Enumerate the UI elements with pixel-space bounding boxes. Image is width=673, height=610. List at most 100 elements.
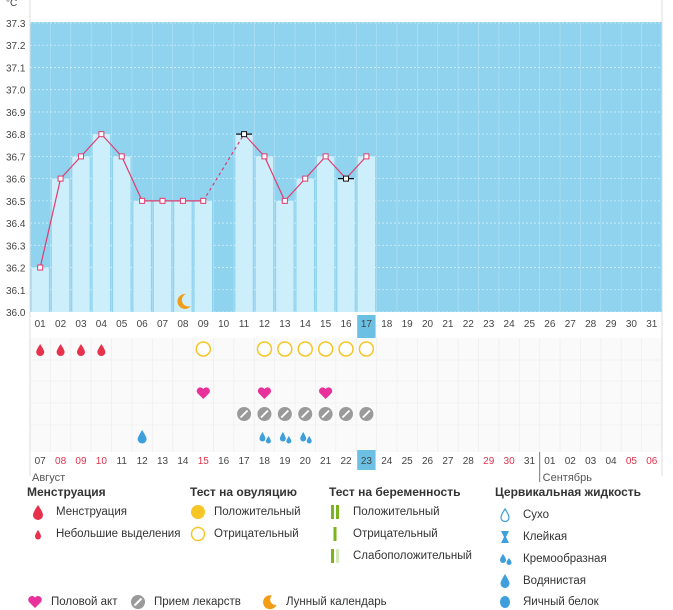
- cervical-watery-drop: [137, 430, 147, 444]
- calendar-date-label: 08: [55, 456, 67, 467]
- temperature-bar: [31, 267, 49, 312]
- legend-cervical-dry-label: Сухо: [523, 509, 550, 521]
- legend-menstruation-title: Менструация: [27, 485, 106, 499]
- chart-top-strip: [30, 0, 662, 22]
- ovulation-negative-mark: [297, 341, 313, 357]
- egg-white-icon: [499, 594, 515, 610]
- y-tick-label: 37.0: [6, 86, 26, 97]
- temperature-line-segment: [243, 133, 265, 157]
- ovulation-negative-icon: [190, 526, 206, 542]
- today-highlight: [357, 315, 376, 339]
- cycle-day-label: 01: [35, 319, 47, 330]
- cycle-day-label: 05: [116, 319, 128, 330]
- pregnancy-weak-icon: [329, 548, 345, 564]
- cervical-creamy-drop: [279, 432, 286, 442]
- calendar-date-label: 11: [117, 456, 128, 467]
- legend-lunar: Лунный календарь: [262, 594, 387, 610]
- heart-icon: [27, 594, 43, 610]
- temperature-bar: [337, 178, 355, 312]
- legend-cervical-eggwhite-label: Яичный белок: [523, 596, 599, 608]
- y-unit-label: °C: [6, 0, 17, 9]
- y-tick-label: 36.2: [6, 264, 26, 275]
- temperature-bar: [72, 156, 90, 312]
- y-tick-label: 36.5: [6, 197, 26, 208]
- ovulation-positive-icon: [190, 504, 206, 520]
- temperature-line-segment: [39, 178, 62, 268]
- temperature-point: [261, 153, 268, 160]
- temperature-point: [118, 153, 125, 160]
- pill-icon: [130, 594, 146, 610]
- y-tick-label: 37.1: [6, 63, 26, 74]
- legend-pregnancy-title: Тест на беременность: [329, 485, 461, 499]
- cycle-day-label: 28: [585, 319, 597, 330]
- y-tick-label: 36.3: [6, 241, 26, 252]
- legend-medication-label: Прием лекарств: [154, 596, 241, 608]
- pregnancy-positive-icon: [329, 504, 345, 520]
- y-tick-label: 36.8: [6, 130, 26, 141]
- temperature-bar: [276, 200, 294, 312]
- dry-drop-icon: [499, 507, 515, 523]
- calendar-date-label: 24: [381, 456, 393, 467]
- temperature-line-segment: [284, 178, 306, 202]
- temperature-point: [363, 153, 370, 160]
- y-tick-label: 36.7: [6, 152, 26, 163]
- cervical-creamy-drop-small: [286, 436, 292, 444]
- temperature-bar: [51, 178, 70, 312]
- cycle-day-label: 02: [55, 319, 67, 330]
- temperature-point: [57, 175, 64, 182]
- temperature-line-segment: [345, 155, 367, 180]
- temperature-bar: [194, 200, 212, 312]
- spotting-drop-icon: [32, 526, 48, 542]
- ovulation-negative-mark: [317, 341, 334, 357]
- legend-cervical-creamy: Кремообразная: [499, 551, 607, 567]
- cycle-day-label: 21: [442, 319, 454, 330]
- cycle-day-label: 14: [300, 319, 312, 330]
- calendar-date-label: 16: [218, 456, 230, 467]
- cycle-day-label: 27: [565, 319, 577, 330]
- legend-pregnancy-negative: Отрицательный: [329, 526, 438, 542]
- medication-pill-line: [280, 409, 289, 419]
- menstruation-drop: [56, 344, 65, 356]
- excluded-temperature-point: [241, 131, 248, 138]
- cycle-day-label: 06: [137, 319, 149, 330]
- watery-drop-icon: [499, 573, 515, 589]
- legend-cervical-watery-label: Водянистая: [523, 575, 587, 587]
- temperature-line-segment: [263, 156, 286, 202]
- creamy-drops-icon: [499, 551, 515, 567]
- cycle-day-label: 17: [361, 319, 373, 330]
- temperature-point: [179, 197, 186, 204]
- cervical-creamy-drop: [259, 432, 266, 442]
- medication-pill-line: [301, 409, 310, 419]
- temperature-bar: [92, 134, 111, 312]
- symptom-area: [30, 338, 662, 452]
- cycle-day-label: 13: [279, 319, 291, 330]
- calendar-date-label: 05: [626, 456, 638, 467]
- legend-ovulation-positive: Положительный: [190, 504, 301, 520]
- calendar-date-label: 30: [504, 456, 516, 467]
- cycle-day-label: 25: [524, 319, 536, 330]
- legend-menstruation-label: Менструация: [56, 506, 127, 518]
- medication-pill-line: [321, 409, 330, 419]
- legend-pregnancy-weak: Слабоположительный: [329, 548, 472, 564]
- temperature-bar: [316, 156, 335, 312]
- legend-pregnancy-positive-label: Положительный: [353, 506, 440, 518]
- calendar-date-label: 02: [565, 456, 577, 467]
- cycle-day-label: 10: [218, 319, 230, 330]
- ovulation-negative-mark: [338, 341, 354, 357]
- calendar-date-label: 23: [361, 456, 373, 467]
- cycle-day-label: 22: [463, 319, 475, 330]
- legend-intercourse: Половой акт: [27, 594, 117, 610]
- temperature-bar: [174, 200, 192, 312]
- cervical-creamy-drop: [300, 432, 307, 442]
- temperature-point: [77, 153, 84, 160]
- cycle-day-label: 03: [75, 319, 87, 330]
- y-tick-label: 36.9: [6, 108, 26, 119]
- temperature-line-segment: [325, 155, 347, 180]
- cycle-day-label: 31: [646, 319, 658, 330]
- legend-spotting-label: Небольшие выделения: [56, 528, 181, 540]
- temperature-point: [200, 197, 207, 204]
- excluded-temperature-point: [343, 175, 349, 182]
- pregnancy-negative-icon: [329, 526, 345, 542]
- cycle-day-label: 18: [381, 319, 393, 330]
- legend-menstruation: Менструация: [32, 504, 127, 520]
